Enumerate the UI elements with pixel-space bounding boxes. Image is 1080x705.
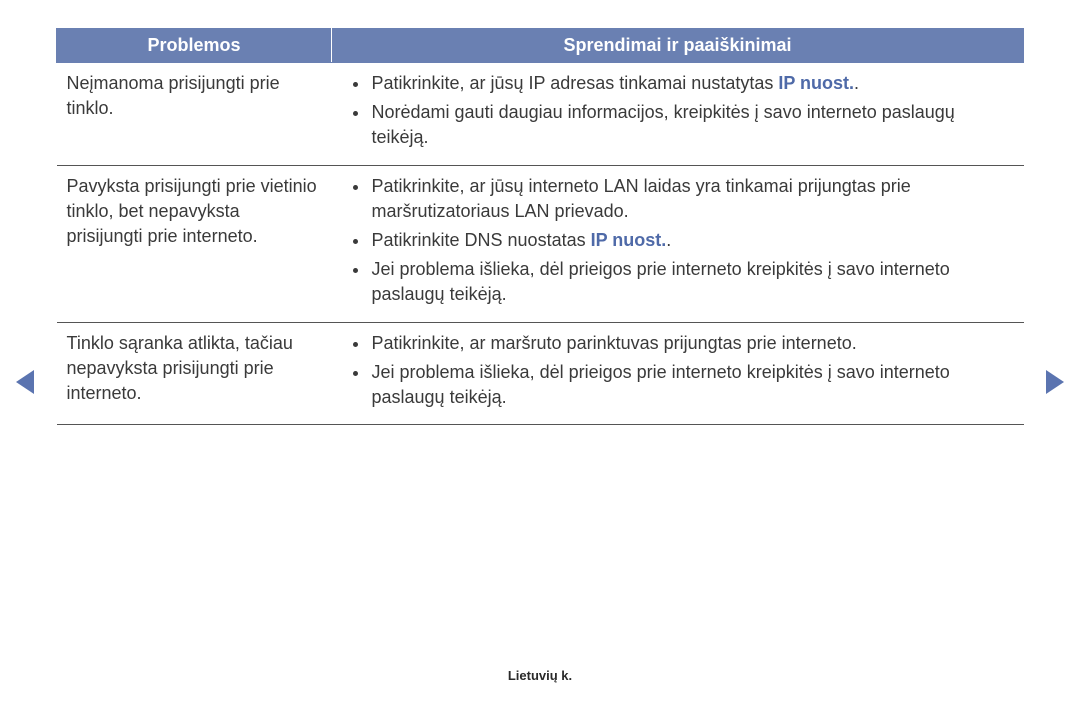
solution-text-post: . <box>854 73 859 93</box>
solution-item: Jei problema išlieka, dėl prieigos prie … <box>370 360 1014 410</box>
problem-cell: Pavyksta prisijungti prie vietinio tinkl… <box>57 165 332 322</box>
solution-list: Patikrinkite, ar jūsų IP adresas tinkama… <box>342 71 1014 151</box>
solution-item: Patikrinkite, ar jūsų IP adresas tinkama… <box>370 71 1014 96</box>
solution-item: Patikrinkite, ar maršruto parinktuvas pr… <box>370 331 1014 356</box>
solution-item: Patikrinkite, ar jūsų interneto LAN laid… <box>370 174 1014 224</box>
solution-text-pre: Patikrinkite DNS nuostatas <box>372 230 591 250</box>
table-row: Pavyksta prisijungti prie vietinio tinkl… <box>57 165 1024 322</box>
problem-cell: Neįmanoma prisijungti prie tinklo. <box>57 63 332 166</box>
solution-text-post: . <box>666 230 671 250</box>
solution-list: Patikrinkite, ar maršruto parinktuvas pr… <box>342 331 1014 411</box>
solution-cell: Patikrinkite, ar maršruto parinktuvas pr… <box>332 322 1024 425</box>
solution-cell: Patikrinkite, ar jūsų IP adresas tinkama… <box>332 63 1024 166</box>
solution-item: Norėdami gauti daugiau informacijos, kre… <box>370 100 1014 150</box>
header-solutions: Sprendimai ir paaiškinimai <box>332 29 1024 63</box>
solution-text-pre: Patikrinkite, ar jūsų interneto LAN laid… <box>372 176 911 221</box>
solution-highlight: IP nuost. <box>591 230 667 250</box>
page-content: Problemos Sprendimai ir paaiškinimai Neį… <box>0 0 1080 425</box>
solution-cell: Patikrinkite, ar jūsų interneto LAN laid… <box>332 165 1024 322</box>
troubleshoot-table: Problemos Sprendimai ir paaiškinimai Neį… <box>56 28 1024 425</box>
table-row: Neįmanoma prisijungti prie tinklo. Patik… <box>57 63 1024 166</box>
table-row: Tinklo sąranka atlikta, tačiau nepavykst… <box>57 322 1024 425</box>
solution-text-pre: Jei problema išlieka, dėl prieigos prie … <box>372 362 950 407</box>
solution-list: Patikrinkite, ar jūsų interneto LAN laid… <box>342 174 1014 308</box>
prev-page-arrow[interactable] <box>16 370 34 394</box>
footer-language: Lietuvių k. <box>0 668 1080 683</box>
header-problems: Problemos <box>57 29 332 63</box>
solution-highlight: IP nuost. <box>778 73 854 93</box>
solution-text-pre: Patikrinkite, ar maršruto parinktuvas pr… <box>372 333 857 353</box>
solution-text-pre: Patikrinkite, ar jūsų IP adresas tinkama… <box>372 73 779 93</box>
solution-item: Patikrinkite DNS nuostatas IP nuost.. <box>370 228 1014 253</box>
solution-text-pre: Jei problema išlieka, dėl prieigos prie … <box>372 259 950 304</box>
solution-text-pre: Norėdami gauti daugiau informacijos, kre… <box>372 102 955 147</box>
problem-cell: Tinklo sąranka atlikta, tačiau nepavykst… <box>57 322 332 425</box>
solution-item: Jei problema išlieka, dėl prieigos prie … <box>370 257 1014 307</box>
next-page-arrow[interactable] <box>1046 370 1064 394</box>
